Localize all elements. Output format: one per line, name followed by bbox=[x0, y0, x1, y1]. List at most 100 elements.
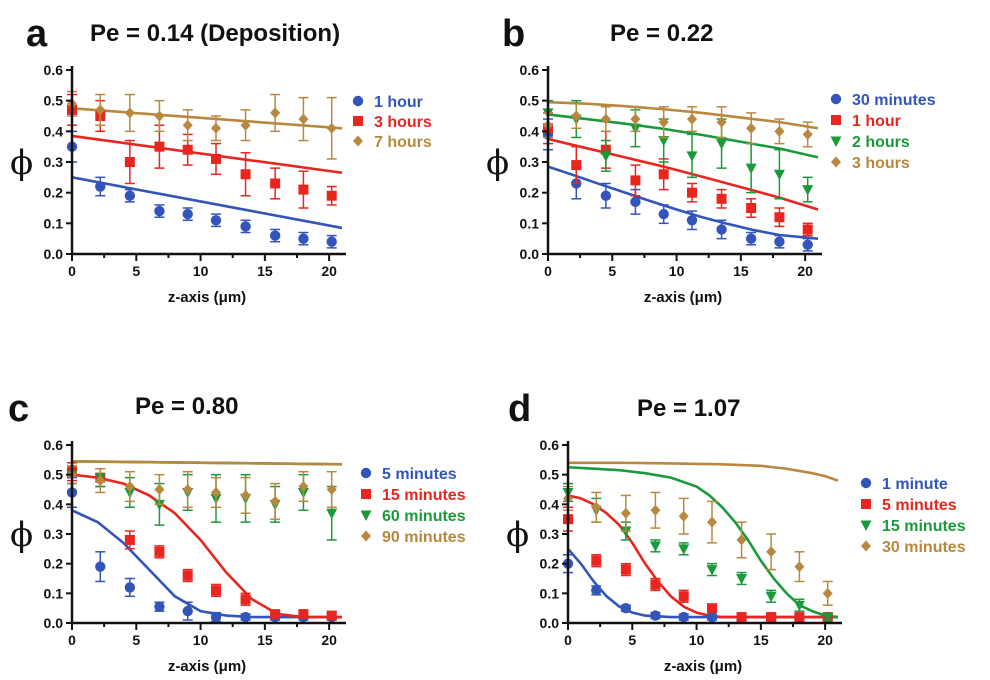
chart-panel-a: a Pe = 0.14 (Deposition) 0.0 0.1 0.2 0.3 0.4 0.… bbox=[10, 13, 432, 306]
y-tick-label: 0.4 bbox=[520, 123, 540, 139]
panel-letter: c bbox=[8, 388, 29, 430]
data-point bbox=[650, 579, 661, 590]
y-tick-label: 0.0 bbox=[44, 615, 64, 631]
data-point bbox=[571, 160, 582, 171]
y-tick-label: 0.2 bbox=[44, 185, 64, 201]
data-point bbox=[154, 205, 165, 217]
y-tick-label: 0.5 bbox=[44, 93, 64, 109]
data-point bbox=[240, 119, 251, 131]
data-point bbox=[600, 190, 612, 201]
x-tick-label: 5 bbox=[628, 632, 636, 648]
data-point bbox=[182, 119, 193, 131]
data-point bbox=[774, 236, 785, 247]
data-point bbox=[210, 611, 222, 623]
series-4 bbox=[563, 485, 833, 606]
legend-label: 3 hours bbox=[852, 155, 910, 172]
y-tick-label: 0.4 bbox=[44, 123, 64, 139]
data-point bbox=[154, 110, 165, 122]
series-1 bbox=[542, 118, 813, 252]
y-tick-label: 0.5 bbox=[44, 467, 64, 483]
y-tick-label: 0.1 bbox=[44, 215, 64, 231]
y-tick-label: 0.2 bbox=[520, 185, 540, 201]
x-axis-label: z-axis (μm) bbox=[664, 658, 742, 675]
data-point bbox=[678, 591, 689, 602]
data-point bbox=[620, 564, 631, 575]
data-point bbox=[124, 534, 135, 545]
legend-label: 15 minutes bbox=[882, 518, 966, 535]
legend-label: 60 minutes bbox=[382, 508, 466, 525]
data-point bbox=[298, 184, 309, 195]
data-point bbox=[298, 481, 309, 493]
series-1 bbox=[66, 130, 337, 249]
chart-title: Pe = 0.22 bbox=[610, 20, 713, 47]
x-tick-label: 10 bbox=[669, 263, 685, 279]
legend-marker bbox=[830, 136, 842, 147]
data-point bbox=[326, 190, 337, 201]
y-tick-label: 0.6 bbox=[44, 62, 64, 78]
legend-label: 5 minutes bbox=[882, 497, 957, 514]
x-tick-label: 10 bbox=[193, 263, 209, 279]
data-point bbox=[270, 609, 281, 620]
legend-marker bbox=[360, 467, 372, 479]
data-point bbox=[687, 187, 697, 198]
legend-label: 30 minutes bbox=[882, 539, 966, 556]
y-axis-label: ϕ bbox=[10, 143, 33, 183]
fit-line-2 bbox=[71, 134, 343, 175]
legend-marker bbox=[831, 156, 841, 168]
data-point bbox=[802, 128, 813, 140]
data-point bbox=[95, 104, 106, 116]
data-point bbox=[736, 574, 748, 585]
x-tick-label: 10 bbox=[689, 632, 705, 648]
data-point bbox=[658, 208, 669, 220]
legend-marker bbox=[361, 489, 371, 499]
fit-line-1 bbox=[71, 509, 342, 619]
data-point bbox=[182, 484, 193, 495]
fit-line-3 bbox=[71, 107, 343, 130]
data-point bbox=[240, 489, 251, 501]
chart-panel-b: b Pe = 0.22 0.0 0.1 0.2 0.3 0.4 0.5 0.6 0 5 10 15 20 z… bbox=[486, 13, 936, 306]
fit-line-4 bbox=[547, 100, 819, 130]
y-axis-label: ϕ bbox=[486, 143, 509, 183]
y-tick-label: 0.4 bbox=[540, 496, 560, 512]
x-tick-label: 15 bbox=[257, 263, 273, 279]
data-point bbox=[240, 169, 251, 180]
data-point bbox=[707, 516, 717, 528]
x-tick-label: 0 bbox=[564, 632, 572, 648]
data-point bbox=[124, 481, 135, 493]
data-point bbox=[182, 208, 193, 220]
data-point bbox=[793, 600, 805, 612]
x-tick-label: 5 bbox=[608, 263, 616, 279]
data-point bbox=[822, 612, 834, 624]
data-point bbox=[211, 585, 221, 596]
data-point bbox=[240, 221, 251, 232]
data-point bbox=[182, 605, 193, 617]
y-tick-label: 0.1 bbox=[44, 585, 64, 601]
data-point bbox=[326, 610, 337, 621]
data-point bbox=[154, 141, 165, 152]
data-point bbox=[95, 475, 106, 487]
fit-line-1 bbox=[71, 176, 343, 230]
data-point bbox=[326, 122, 337, 134]
y-tick-label: 0.2 bbox=[44, 556, 64, 572]
data-point bbox=[154, 546, 165, 557]
chart-panel-d: d Pe = 1.07 0.0 0.1 0.2 0.3 0.4 0.5 0.6 0 5 10 15 20 z… bbox=[506, 388, 966, 675]
data-point bbox=[620, 602, 632, 614]
y-tick-label: 0.1 bbox=[520, 215, 540, 231]
y-tick-label: 0.0 bbox=[44, 246, 64, 262]
x-tick-label: 10 bbox=[193, 632, 209, 648]
x-tick-label: 15 bbox=[257, 632, 273, 648]
x-tick-label: 15 bbox=[753, 632, 769, 648]
data-point bbox=[774, 125, 785, 137]
data-point bbox=[326, 508, 338, 520]
data-point bbox=[269, 230, 281, 241]
data-point bbox=[802, 239, 813, 250]
data-point bbox=[766, 612, 777, 623]
data-point bbox=[298, 609, 309, 620]
data-point bbox=[766, 546, 777, 558]
data-point bbox=[773, 169, 785, 181]
fit-line-1 bbox=[547, 165, 819, 240]
x-tick-label: 20 bbox=[797, 263, 813, 279]
data-point bbox=[600, 151, 612, 162]
data-point bbox=[706, 565, 718, 576]
data-point bbox=[658, 136, 670, 147]
